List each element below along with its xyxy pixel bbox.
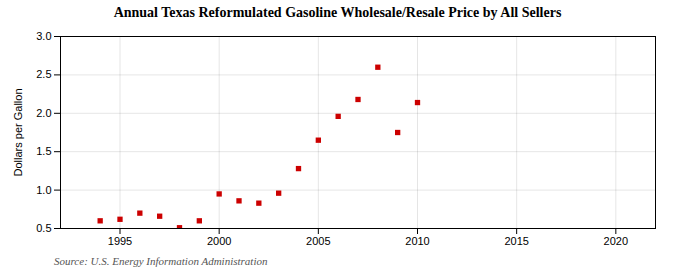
svg-text:2015: 2015 — [504, 235, 528, 247]
svg-text:1.0: 1.0 — [36, 184, 51, 196]
svg-text:1.5: 1.5 — [36, 145, 51, 157]
svg-text:0.5: 0.5 — [36, 222, 51, 234]
html-text:Annual Texas Reformulated Gaso: Annual Texas Reformulated Gasoline Whole… — [113, 5, 562, 20]
svg-text:2000: 2000 — [207, 235, 231, 247]
svg-text:2010: 2010 — [405, 235, 429, 247]
html-text:Source: U.S. Energy Informatio: Source: U.S. Energy Information Administ… — [54, 255, 268, 267]
svg-text:3.0: 3.0 — [36, 30, 51, 42]
svg-text:2005: 2005 — [306, 235, 330, 247]
svg-text:2020: 2020 — [604, 235, 628, 247]
svg-text:1995: 1995 — [108, 235, 132, 247]
svg-text:2.0: 2.0 — [36, 107, 51, 119]
svg-text:2.5: 2.5 — [36, 68, 51, 80]
svg-text:Dollars per Gallon: Dollars per Gallon — [12, 88, 24, 176]
